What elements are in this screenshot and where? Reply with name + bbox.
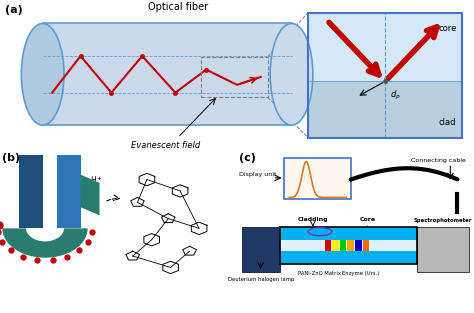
Bar xyxy=(43,23,292,125)
Bar xyxy=(280,227,417,264)
Polygon shape xyxy=(2,228,88,258)
Text: Enzyme (Urs.): Enzyme (Urs.) xyxy=(342,271,379,276)
Text: Deuterium halogen lamp: Deuterium halogen lamp xyxy=(228,277,294,282)
Text: Evanescent field: Evanescent field xyxy=(131,141,201,150)
Ellipse shape xyxy=(270,23,313,125)
Polygon shape xyxy=(81,175,100,215)
Bar xyxy=(308,13,462,81)
Bar xyxy=(201,57,268,97)
Bar xyxy=(417,227,469,272)
Bar xyxy=(332,240,339,251)
Bar xyxy=(57,155,81,228)
Text: (b): (b) xyxy=(2,153,20,163)
Bar xyxy=(355,240,362,251)
Bar xyxy=(284,158,351,199)
Bar xyxy=(340,240,346,251)
Text: Optical fiber: Optical fiber xyxy=(148,2,208,12)
Text: clad: clad xyxy=(438,118,456,127)
Text: core: core xyxy=(438,24,457,33)
Text: $d_p$: $d_p$ xyxy=(390,89,401,102)
Text: (c): (c) xyxy=(239,153,256,163)
Text: Connecting cable: Connecting cable xyxy=(411,158,466,163)
Ellipse shape xyxy=(21,23,64,125)
Text: Spectrophotometer: Spectrophotometer xyxy=(414,218,473,223)
Bar xyxy=(325,240,331,251)
Text: PANI-ZnO Matrix: PANI-ZnO Matrix xyxy=(299,271,341,276)
Bar xyxy=(308,81,462,138)
Text: Display unit: Display unit xyxy=(239,172,277,177)
Text: (a): (a) xyxy=(5,5,22,15)
Bar xyxy=(242,227,280,272)
Bar xyxy=(308,13,462,138)
Bar xyxy=(19,155,43,228)
Bar xyxy=(280,251,417,264)
Bar xyxy=(363,240,369,251)
Text: H$^+$: H$^+$ xyxy=(90,175,103,187)
Bar xyxy=(280,227,417,240)
Text: Core: Core xyxy=(359,217,375,222)
Text: Cladding: Cladding xyxy=(298,217,328,222)
Bar xyxy=(280,240,417,251)
Bar xyxy=(347,240,354,251)
